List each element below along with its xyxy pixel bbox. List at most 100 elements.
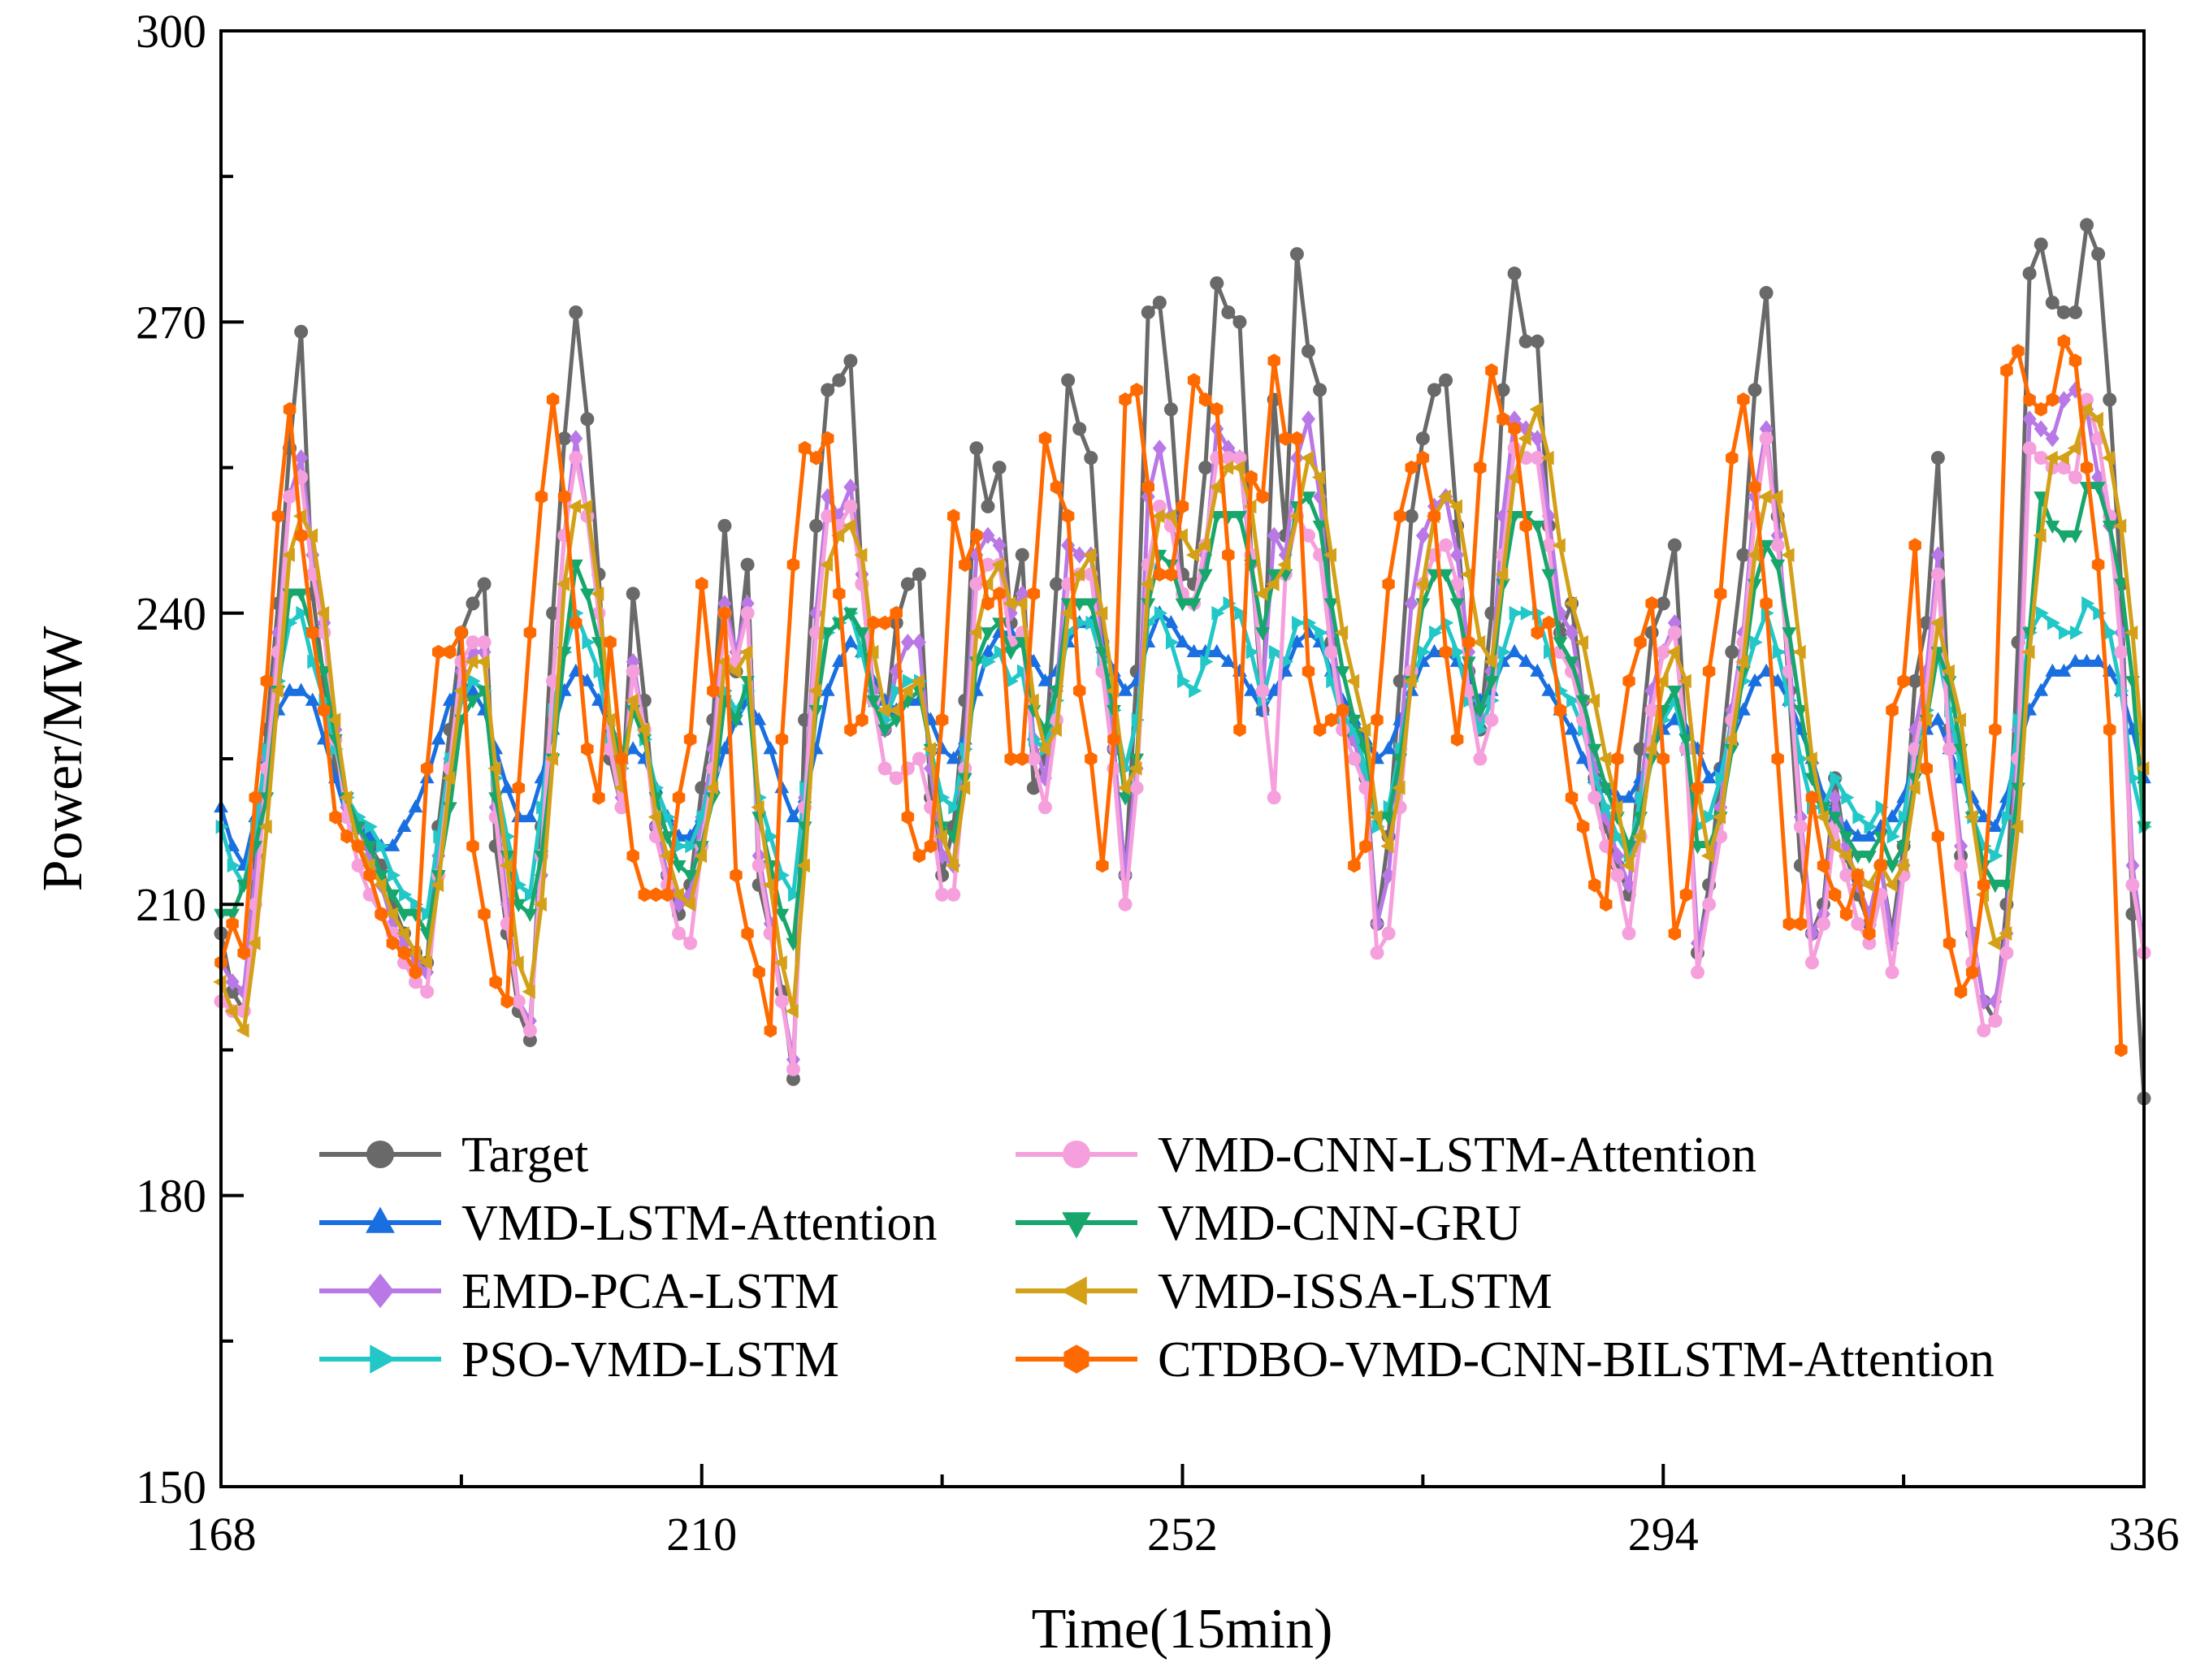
data-point	[1289, 634, 1305, 647]
data-point	[568, 499, 582, 514]
data-point	[1072, 598, 1087, 612]
data-point	[1200, 654, 1214, 669]
data-point	[1323, 598, 1339, 612]
data-point	[2113, 578, 2129, 592]
data-point	[316, 666, 331, 680]
series-layer	[213, 218, 2152, 1106]
data-point	[1221, 305, 1236, 319]
data-point	[363, 868, 376, 883]
data-point	[626, 741, 641, 755]
data-point	[511, 994, 526, 1009]
data-point	[1050, 577, 1064, 591]
data-point	[1564, 721, 1579, 735]
data-point	[1987, 818, 2003, 832]
data-point	[1518, 653, 1534, 667]
data-point	[409, 975, 423, 989]
data-point	[374, 870, 389, 884]
data-point	[1735, 702, 1751, 716]
data-point	[2034, 402, 2047, 417]
data-point	[271, 509, 285, 524]
data-point	[510, 955, 524, 970]
data-point	[1245, 470, 1258, 485]
data-point	[1323, 548, 1336, 562]
data-point	[1826, 838, 1840, 854]
data-point	[981, 595, 994, 611]
data-point	[1735, 654, 1749, 669]
data-point	[935, 887, 950, 902]
data-point	[890, 683, 904, 699]
legend-item: VMD-ISSA-LSTM	[1016, 1264, 1553, 1319]
data-point	[1452, 644, 1466, 660]
data-point	[878, 615, 891, 630]
data-point	[1598, 751, 1612, 766]
data-point	[831, 528, 845, 543]
data-point	[957, 780, 971, 795]
data-point	[1232, 460, 1245, 475]
data-point	[2034, 451, 2048, 465]
data-point	[626, 848, 639, 864]
legend-label: Target	[461, 1128, 588, 1183]
data-point	[1828, 887, 1842, 903]
legend-label: PSO-VMD-LSTM	[461, 1332, 839, 1388]
series-7	[213, 402, 2150, 1038]
data-point	[1838, 848, 1852, 864]
data-point	[249, 790, 262, 805]
data-point	[1645, 595, 1658, 611]
data-point	[1312, 520, 1328, 535]
data-point	[1977, 877, 1990, 893]
data-point	[959, 557, 972, 572]
data-point	[225, 973, 240, 991]
data-point	[224, 1003, 238, 1019]
data-point	[1187, 373, 1201, 388]
data-point	[625, 693, 639, 708]
data-point	[1930, 567, 1945, 582]
data-point	[396, 818, 412, 832]
data-point	[912, 848, 926, 864]
data-point	[1587, 743, 1602, 757]
data-point	[1748, 383, 1762, 397]
data-point	[1529, 402, 1543, 417]
data-point	[1792, 644, 1806, 660]
data-point	[1667, 538, 1682, 552]
data-point	[399, 887, 413, 903]
data-point	[352, 838, 365, 854]
data-point	[969, 441, 984, 456]
data-point	[1518, 431, 1531, 446]
data-point	[283, 402, 297, 417]
data-point	[1519, 518, 1532, 534]
data-point	[1540, 450, 1554, 465]
data-point	[1085, 615, 1099, 630]
data-point	[1474, 460, 1487, 475]
data-point	[305, 692, 320, 706]
data-point	[1770, 559, 1786, 573]
data-point	[1759, 431, 1774, 446]
axis-layer: 168 210 252 294 336 150 180 210 240 270 300	[136, 5, 2180, 1561]
data-point	[1255, 683, 1270, 698]
data-point	[1586, 693, 1600, 708]
data-point	[1908, 538, 1921, 553]
data-point	[1622, 673, 1635, 689]
data-point	[1439, 644, 1453, 660]
data-point	[1177, 673, 1191, 689]
y-tick-label: 300	[136, 5, 206, 58]
legend-item: CTDBO-VMD-CNN-BILSTM-Attention	[1016, 1332, 1995, 1388]
data-point	[843, 353, 858, 368]
data-point	[410, 897, 424, 912]
data-point	[1566, 693, 1580, 708]
data-point	[1782, 916, 1795, 931]
data-point	[2056, 305, 2071, 319]
data-point	[1415, 526, 1430, 544]
data-point	[1655, 673, 1669, 689]
data-point	[1804, 955, 1819, 970]
data-point	[903, 673, 916, 689]
data-point	[981, 499, 995, 513]
data-point	[1726, 450, 1739, 465]
data-point	[2068, 470, 2082, 485]
data-point	[430, 877, 444, 893]
data-point	[1874, 858, 1887, 873]
data-point	[1841, 790, 1855, 805]
data-point	[581, 742, 594, 756]
data-point	[2090, 411, 2103, 426]
data-point	[1691, 965, 1705, 980]
data-point	[1359, 838, 1372, 854]
